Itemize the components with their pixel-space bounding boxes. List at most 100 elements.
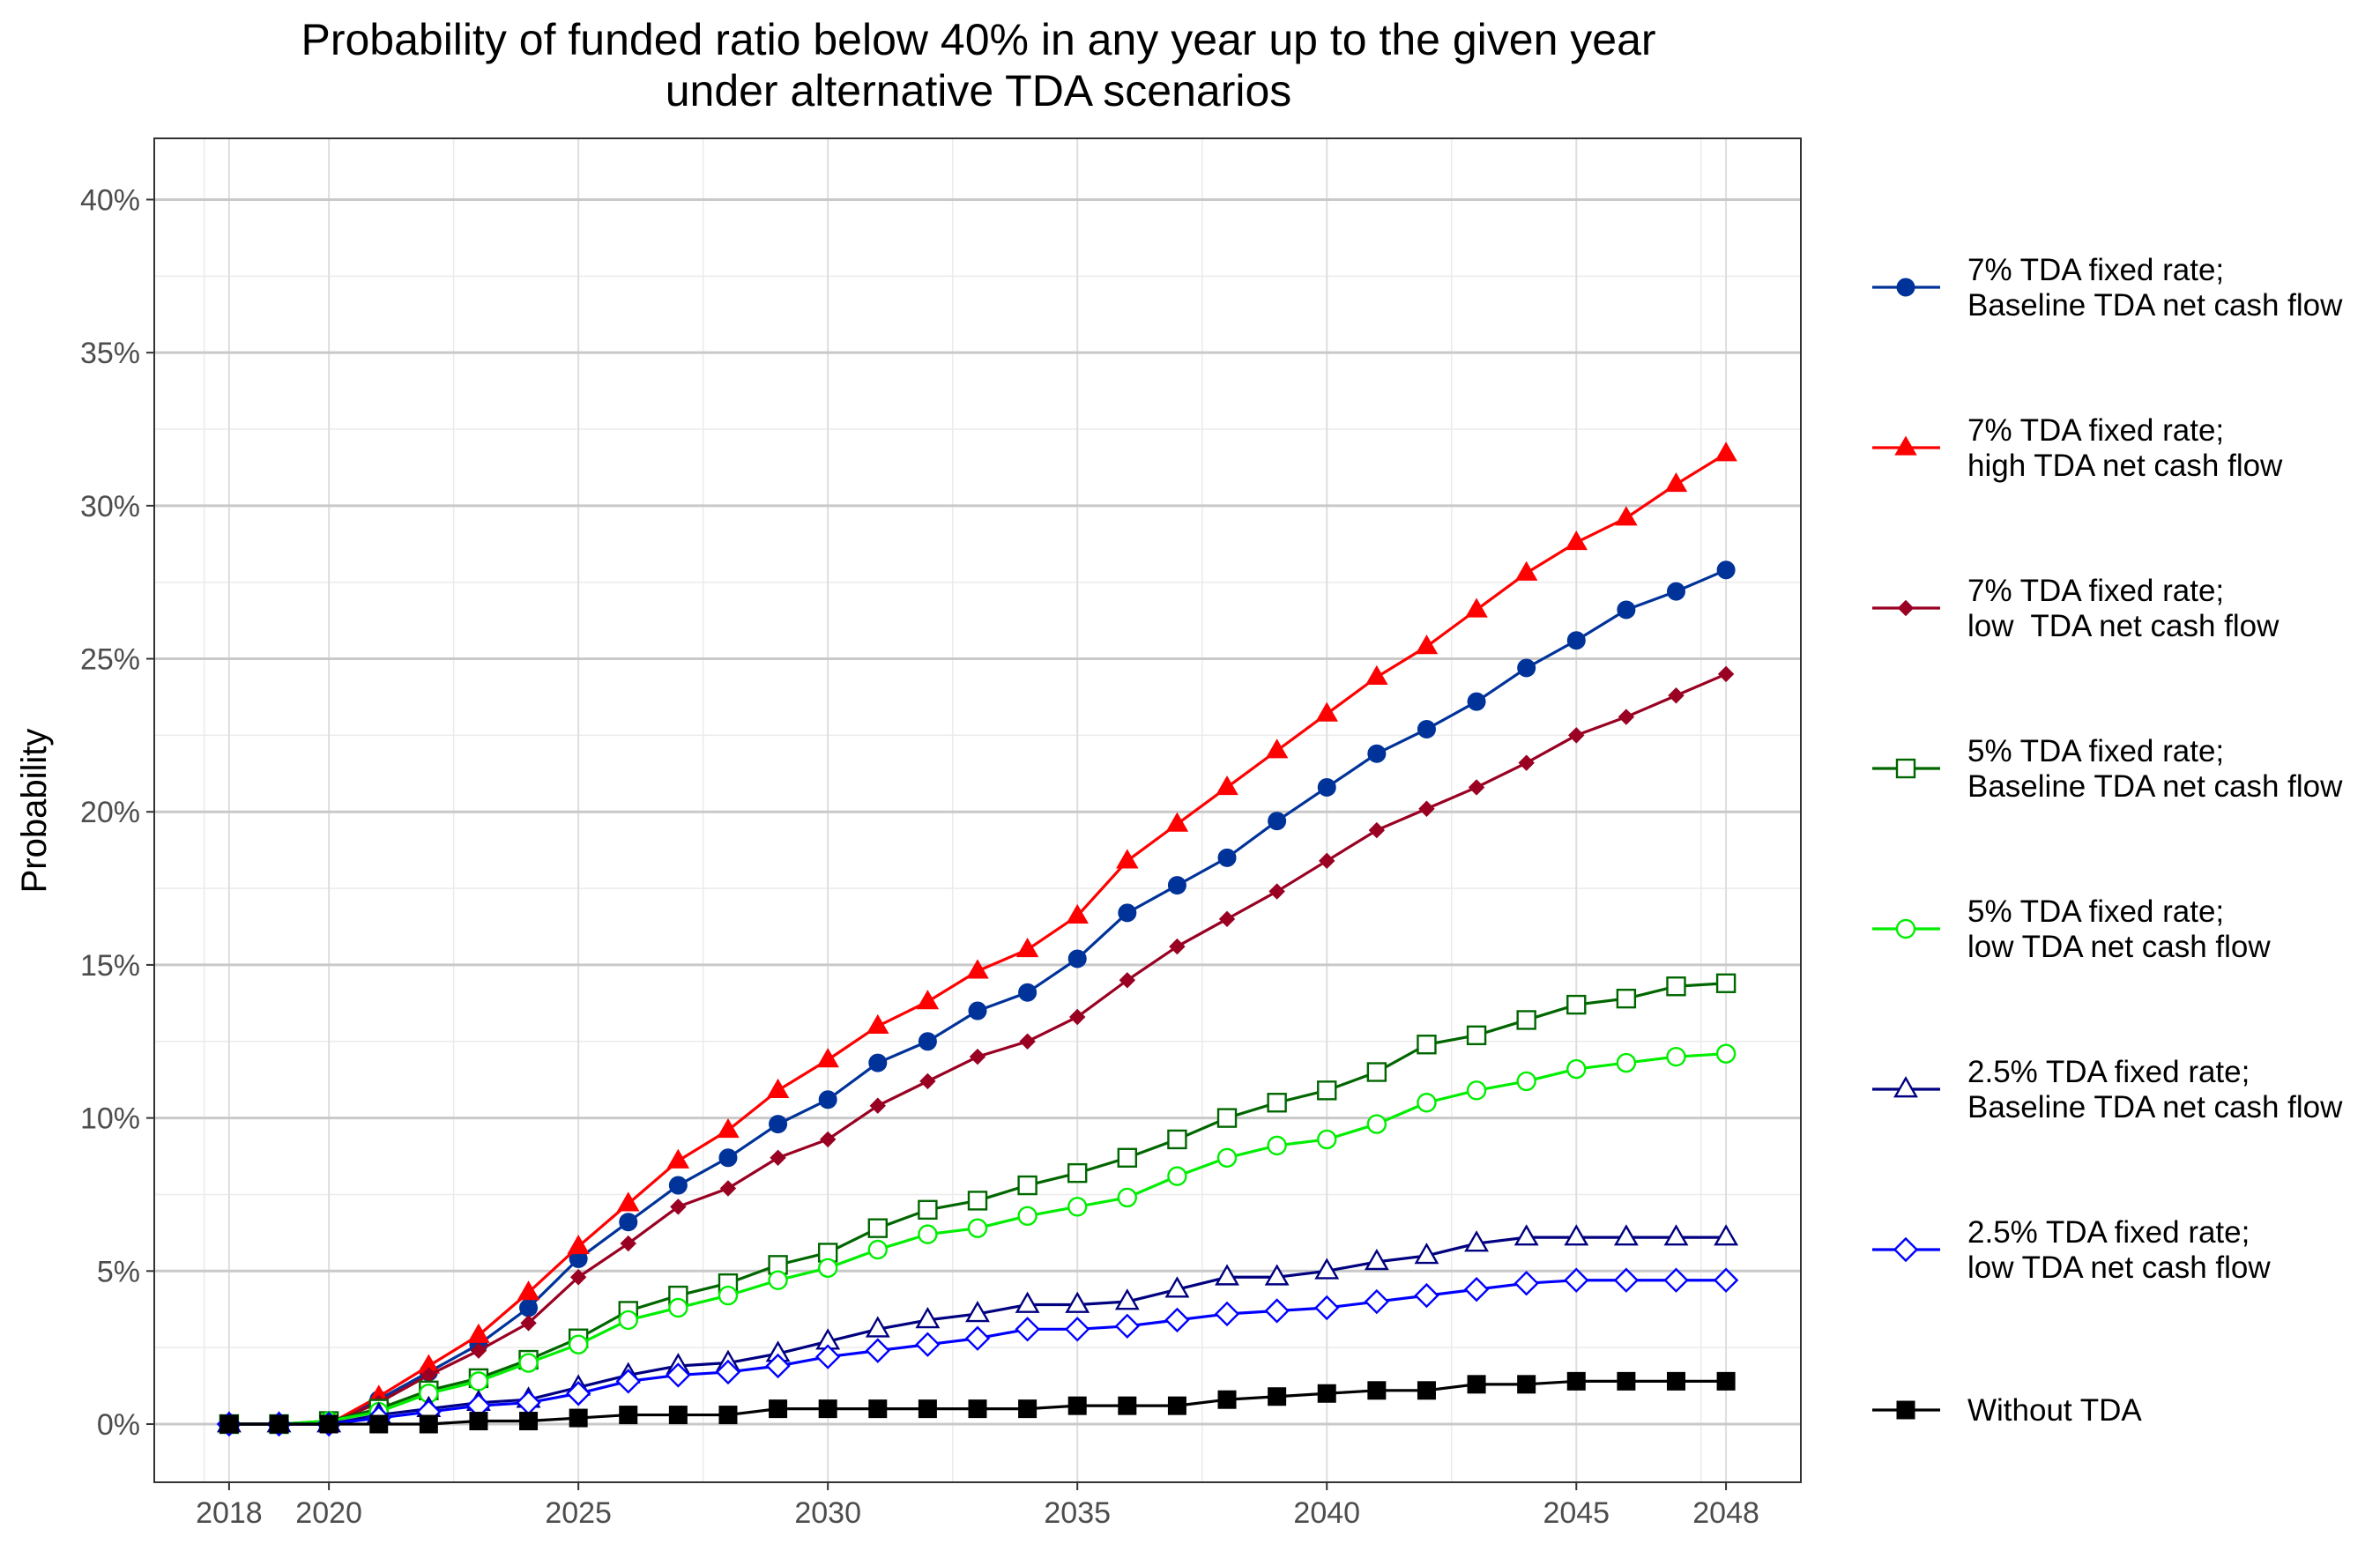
data-point <box>469 1412 488 1431</box>
data-point <box>718 1406 738 1425</box>
data-point <box>1265 738 1289 759</box>
data-point <box>1065 1291 1090 1313</box>
data-point <box>1217 848 1237 867</box>
data-point <box>1566 994 1587 1015</box>
data-point <box>1218 910 1236 928</box>
data-point <box>964 1325 991 1351</box>
data-point <box>568 1334 589 1354</box>
data-point <box>1668 687 1685 704</box>
data-point <box>969 1048 986 1065</box>
y-tick-label: 40% <box>80 183 140 217</box>
chart-title: Probability of funded ratio below 40% in… <box>301 15 1655 115</box>
data-point <box>1268 1387 1287 1406</box>
data-point <box>1268 883 1285 900</box>
data-point <box>565 1381 591 1406</box>
data-point <box>619 1213 638 1232</box>
data-point <box>1267 1135 1287 1156</box>
data-point <box>1516 1010 1536 1030</box>
data-point <box>1167 876 1186 895</box>
data-point <box>1364 1288 1390 1315</box>
data-point <box>518 1353 539 1373</box>
data-point <box>519 1298 539 1317</box>
data-point <box>817 1258 838 1279</box>
data-point <box>967 1218 988 1238</box>
data-point <box>619 1406 638 1425</box>
y-tick-label: 30% <box>80 490 140 523</box>
data-point <box>569 1269 587 1286</box>
y-tick-label: 25% <box>80 643 140 677</box>
x-tick-label: 2048 <box>1692 1496 1759 1530</box>
data-point <box>1663 1224 1689 1246</box>
data-point <box>965 1301 990 1323</box>
data-point <box>966 959 989 979</box>
data-point <box>1518 754 1535 771</box>
data-point <box>1463 1276 1490 1302</box>
data-point <box>1613 1267 1640 1293</box>
data-point <box>1367 1381 1387 1400</box>
x-tick-label: 2018 <box>196 1496 263 1530</box>
data-point <box>1119 972 1136 989</box>
legend-label: high TDA net cash flow <box>1967 449 2283 483</box>
data-point <box>1465 597 1488 618</box>
data-point <box>1566 1371 1586 1391</box>
data-point <box>918 1399 937 1419</box>
data-point <box>868 1053 888 1072</box>
legend-item: 5% TDA fixed rate;low TDA net cash flow <box>1872 894 2271 964</box>
data-point <box>915 1306 941 1329</box>
data-point <box>1116 849 1139 869</box>
data-point <box>718 1285 739 1306</box>
data-point <box>1314 1258 1340 1280</box>
data-point <box>868 1399 888 1419</box>
legend-item: 2.5% TDA fixed rate;Baseline TDA net cas… <box>1872 1055 2343 1124</box>
data-point <box>1616 1052 1637 1073</box>
legend-key-marker <box>1896 278 1915 297</box>
data-point <box>1267 1093 1287 1113</box>
data-point <box>1417 1381 1436 1400</box>
data-point <box>1017 1175 1038 1196</box>
data-point <box>668 1406 688 1425</box>
data-point <box>715 1359 741 1385</box>
legend-label: Baseline TDA net cash flow <box>1967 769 2343 804</box>
data-point <box>1118 1396 1137 1415</box>
y-tick-label: 10% <box>80 1102 140 1136</box>
data-point <box>1666 1371 1685 1391</box>
data-point <box>1067 949 1087 968</box>
data-point <box>1167 1166 1187 1186</box>
data-point <box>1365 664 1388 686</box>
data-point <box>769 1115 788 1134</box>
data-point <box>1663 1267 1689 1293</box>
data-point <box>1468 779 1485 796</box>
data-point <box>1214 1301 1240 1327</box>
legend-key-marker <box>1895 758 1916 779</box>
data-point <box>1117 1147 1138 1168</box>
data-point <box>919 1072 936 1090</box>
legend-item: Without TDA <box>1872 1393 2142 1428</box>
legend-label: 2.5% TDA fixed rate; <box>1967 1215 2250 1250</box>
data-point <box>1566 1058 1587 1080</box>
data-point <box>569 1408 588 1428</box>
data-point <box>670 1198 687 1215</box>
data-point <box>1017 1206 1038 1226</box>
data-point <box>1414 1243 1439 1265</box>
data-point <box>1314 1295 1340 1321</box>
data-point <box>1317 1384 1336 1403</box>
legend-key-marker <box>1896 1400 1915 1420</box>
data-point <box>1216 1147 1238 1168</box>
data-point <box>818 1399 837 1419</box>
data-point <box>369 1414 389 1434</box>
data-point <box>1716 1371 1736 1391</box>
data-point <box>1467 1375 1486 1394</box>
data-point <box>1514 1271 1539 1296</box>
data-point <box>1414 1282 1439 1309</box>
data-point <box>419 1414 438 1434</box>
data-point <box>1514 560 1538 581</box>
data-point <box>1564 1224 1589 1246</box>
data-point <box>918 1199 938 1221</box>
data-point <box>1613 1224 1639 1246</box>
data-point <box>869 1097 886 1114</box>
data-point <box>865 1338 890 1363</box>
y-tick-label: 0% <box>97 1408 140 1442</box>
data-point <box>1615 506 1638 526</box>
